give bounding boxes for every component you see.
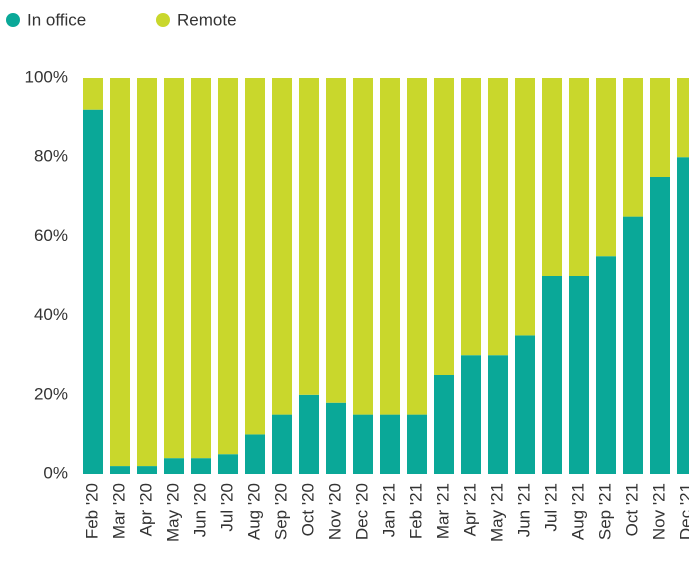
bar-segment <box>110 78 130 467</box>
bar-segment <box>218 454 238 474</box>
bar-segment <box>272 78 292 415</box>
bar-segment <box>353 414 373 474</box>
bar-segment <box>569 276 589 474</box>
bar-segment <box>650 177 670 474</box>
bar-segment <box>380 78 400 415</box>
x-tick-label: Jun '20 <box>190 483 209 537</box>
x-tick-label: Mar '20 <box>109 483 128 539</box>
bar-segment <box>488 78 508 356</box>
bar-segment <box>434 375 454 474</box>
x-tick-label: Mar '21 <box>433 483 452 539</box>
x-tick-label: Jan '21 <box>379 483 398 537</box>
x-tick-label: May '21 <box>487 483 506 542</box>
bar-segment <box>488 355 508 474</box>
bar-segment <box>596 78 616 257</box>
bar-segment <box>299 394 319 474</box>
bar-segment <box>542 78 562 276</box>
x-tick-label: Apr '21 <box>460 483 479 536</box>
bar-segment <box>110 466 130 474</box>
x-tick-label: Aug '20 <box>244 483 263 540</box>
bar-segment <box>164 458 184 474</box>
x-tick-label: Dec '21 <box>676 483 689 540</box>
bar-segment <box>461 78 481 356</box>
legend-label: In office <box>27 10 86 29</box>
y-tick-label: 80% <box>34 147 68 166</box>
bar-segment <box>326 78 346 403</box>
bar-segment <box>191 78 211 459</box>
y-tick-label: 0% <box>43 463 68 482</box>
bar-segment <box>272 414 292 474</box>
bar-segment <box>353 78 373 415</box>
x-tick-label: Jun '21 <box>514 483 533 537</box>
bar-segment <box>245 78 265 435</box>
bar-segment <box>407 414 427 474</box>
bar-segment <box>623 216 643 474</box>
bar-segment <box>164 78 184 459</box>
bar-segment <box>461 355 481 474</box>
bar-segment <box>596 256 616 474</box>
bar-segment <box>83 109 103 475</box>
bar-segment <box>137 78 157 467</box>
x-tick-label: Sep '20 <box>271 483 290 540</box>
bar-segment <box>677 78 689 158</box>
bar-segment <box>326 402 346 474</box>
x-tick-label: May '20 <box>163 483 182 542</box>
x-tick-label: Nov '20 <box>325 483 344 540</box>
bar-segment <box>515 78 535 336</box>
y-tick-label: 100% <box>25 67 68 86</box>
y-tick-label: 40% <box>34 305 68 324</box>
legend-swatch <box>156 13 170 27</box>
bar-segment <box>434 78 454 375</box>
bar-segment <box>218 78 238 455</box>
x-tick-label: Oct '20 <box>298 483 317 536</box>
x-tick-label: Jul '20 <box>217 483 236 532</box>
bar-segment <box>677 157 689 474</box>
y-tick-label: 60% <box>34 226 68 245</box>
bar-segment <box>245 434 265 474</box>
bar-segment <box>569 78 589 276</box>
legend-label: Remote <box>177 10 237 29</box>
y-tick-label: 20% <box>34 384 68 403</box>
x-tick-label: Feb '21 <box>406 483 425 539</box>
bar-segment <box>137 466 157 474</box>
x-tick-label: Jul '21 <box>541 483 560 532</box>
bar-segment <box>299 78 319 395</box>
bar-segment <box>191 458 211 474</box>
x-tick-label: Nov '21 <box>649 483 668 540</box>
bar-segment <box>83 78 103 110</box>
x-tick-label: Feb '20 <box>82 483 101 539</box>
x-tick-label: Apr '20 <box>136 483 155 536</box>
x-tick-label: Aug '21 <box>568 483 587 540</box>
x-tick-label: Dec '20 <box>352 483 371 540</box>
bar-segment <box>650 78 670 177</box>
x-tick-label: Oct '21 <box>622 483 641 536</box>
x-tick-label: Sep '21 <box>595 483 614 540</box>
bar-segment <box>542 276 562 474</box>
bar-segment <box>380 414 400 474</box>
bar-segment <box>515 335 535 474</box>
bar-segment <box>407 78 427 415</box>
bar-segment <box>623 78 643 217</box>
legend-swatch <box>6 13 20 27</box>
